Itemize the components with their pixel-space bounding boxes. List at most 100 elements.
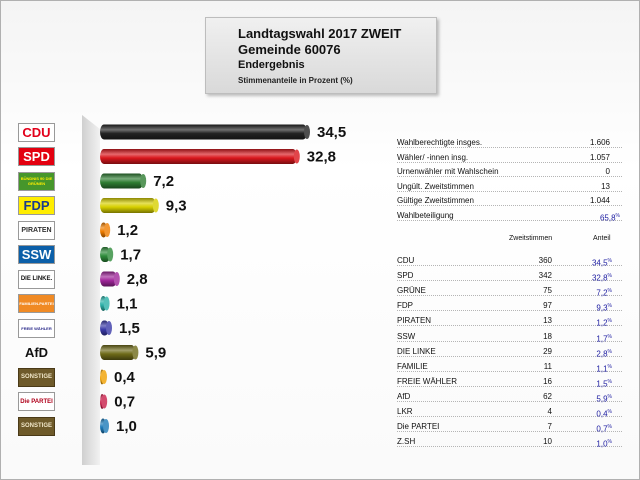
value-label: 0,7 xyxy=(114,394,135,411)
party-share: 7,2% xyxy=(596,285,612,300)
party-share: 1,0% xyxy=(596,436,612,451)
bar-afd xyxy=(100,345,135,360)
percent-unit: % xyxy=(608,409,612,415)
party-row: DIE LINKE 29 2,8% xyxy=(397,346,622,358)
party-row: SPD 342 32,8% xyxy=(397,270,622,282)
party-logo: AfD xyxy=(18,343,55,362)
bar-cap xyxy=(104,297,110,311)
row-divider xyxy=(397,280,622,281)
party-share: 1,2% xyxy=(596,315,612,330)
party-row: Z.SH 10 1,0% xyxy=(397,436,622,448)
party-votes: 13 xyxy=(543,315,552,327)
percent-unit: % xyxy=(608,394,612,400)
party-share: 1,7% xyxy=(596,331,612,346)
party-logo: SSW xyxy=(18,245,55,264)
stat-label: Urnenwähler mit Wahlschein xyxy=(397,166,499,178)
value-label: 0,4 xyxy=(114,369,136,386)
party-name: LKR xyxy=(397,406,413,418)
bar-cap xyxy=(140,174,146,188)
party-row: AfD 62 5,9% xyxy=(397,391,622,403)
bar-cap xyxy=(114,272,120,286)
bar-cap xyxy=(101,370,107,384)
party-logo: CDU xyxy=(18,123,55,142)
party-name: FDP xyxy=(397,300,413,312)
party-votes: 342 xyxy=(539,270,552,282)
bar-cap xyxy=(104,223,110,237)
party-votes: 7 xyxy=(548,421,552,433)
party-votes: 75 xyxy=(543,285,552,297)
percent-unit: % xyxy=(608,424,612,430)
value-label: 32,8 xyxy=(307,149,336,166)
col-header-share: Anteil xyxy=(593,235,611,242)
stat-value: 1.606 xyxy=(590,137,610,149)
party-votes: 62 xyxy=(543,391,552,403)
value-label: 5,9 xyxy=(145,345,166,362)
party-logo: SONSTIGE xyxy=(18,417,55,436)
percent-unit: % xyxy=(608,318,612,324)
party-name: FREIE WÄHLER xyxy=(397,376,457,388)
party-logo: Die PARTEI xyxy=(18,392,55,411)
party-share: 34,5% xyxy=(592,255,612,270)
party-logo: FREIE WÄHLER xyxy=(18,319,55,338)
percent-unit: % xyxy=(608,439,612,445)
party-logo: PIRATEN xyxy=(18,221,55,240)
party-name: Z.SH xyxy=(397,436,415,448)
stat-value: 65,8% xyxy=(600,210,620,225)
row-divider xyxy=(397,416,622,417)
stat-label: Ungült. Zweitstimmen xyxy=(397,181,474,193)
party-votes: 18 xyxy=(543,331,552,343)
stat-row: Wähler/ -innen insg. 1.057 xyxy=(397,152,622,164)
party-logo: FDP xyxy=(18,196,55,215)
stat-label: Gültige Zweitstimmen xyxy=(397,195,474,207)
stat-row: Wahlbeteiligung 65,8% xyxy=(397,210,622,222)
party-share: 2,8% xyxy=(596,346,612,361)
party-votes: 11 xyxy=(544,361,552,373)
party-row: FREIE WÄHLER 16 1,5% xyxy=(397,376,622,388)
party-name: GRÜNE xyxy=(397,285,426,297)
bar-cap xyxy=(153,199,159,213)
party-share: 0,4% xyxy=(596,406,612,421)
party-row: CDU 360 34,5% xyxy=(397,255,622,267)
row-divider xyxy=(397,371,622,372)
party-votes: 4 xyxy=(548,406,552,418)
stat-value: 1.044 xyxy=(590,195,610,207)
percent-unit: % xyxy=(608,303,612,309)
percent-unit: % xyxy=(608,273,612,279)
percent-unit: % xyxy=(608,288,612,294)
value-label: 34,5 xyxy=(317,124,346,141)
percent-unit: % xyxy=(608,258,612,264)
bar-grüne xyxy=(100,174,143,189)
value-label: 7,2 xyxy=(153,173,174,190)
percent-unit: % xyxy=(608,364,612,370)
percent-unit: % xyxy=(608,379,612,385)
party-row: FDP 97 9,3% xyxy=(397,300,622,312)
party-votes: 16 xyxy=(543,376,552,388)
stat-row: Urnenwähler mit Wahlschein 0 xyxy=(397,166,622,178)
party-share: 1,1% xyxy=(596,361,612,376)
value-label: 1,0 xyxy=(116,418,137,435)
bar-cap xyxy=(101,395,107,409)
party-share: 9,3% xyxy=(596,300,612,315)
party-votes: 360 xyxy=(539,255,552,267)
party-row: FAMILIE 11 1,1% xyxy=(397,361,622,373)
party-share: 1,5% xyxy=(596,376,612,391)
party-row: Die PARTEI 7 0,7% xyxy=(397,421,622,433)
stat-row: Ungült. Zweitstimmen 13 xyxy=(397,181,622,193)
party-row: GRÜNE 75 7,2% xyxy=(397,285,622,297)
party-logo: SPD xyxy=(18,147,55,166)
bar-cap xyxy=(132,346,138,360)
party-logo: DIE LINKE. xyxy=(18,270,55,289)
party-name: FAMILIE xyxy=(397,361,428,373)
bar-cap xyxy=(106,321,112,335)
party-votes: 29 xyxy=(543,346,552,358)
party-row: LKR 4 0,4% xyxy=(397,406,622,418)
value-label: 1,7 xyxy=(120,247,141,264)
stat-label: Wahlberechtigte insges. xyxy=(397,137,482,149)
percent-unit: % xyxy=(608,349,612,355)
row-divider xyxy=(397,310,622,311)
party-votes: 97 xyxy=(543,300,552,312)
bar-spd xyxy=(100,149,297,164)
value-label: 1,1 xyxy=(117,296,138,313)
party-name: DIE LINKE xyxy=(397,346,436,358)
stat-row: Wahlberechtigte insges. 1.606 xyxy=(397,137,622,149)
